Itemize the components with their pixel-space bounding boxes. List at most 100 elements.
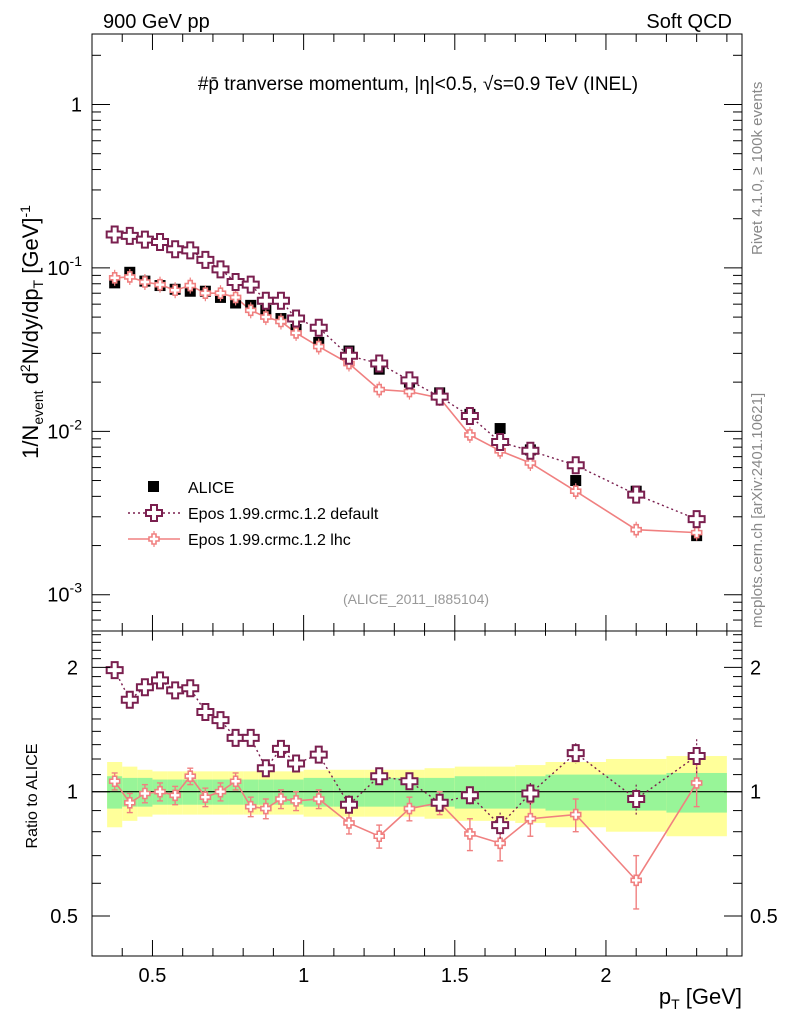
lhc-data-point <box>199 287 212 300</box>
legend: ALICE Epos 1.99.crmc.1.2 default Epos 1.99… <box>128 480 379 549</box>
main-y-axis-label: 1/Nevent d2N/dy/dpT [GeV]-1 <box>17 205 46 459</box>
default-data-point <box>181 241 200 260</box>
mcplots-label: mcplots.cern.ch [arXiv:2401.10621] <box>749 393 766 628</box>
ratio-default-point <box>166 681 185 700</box>
lhc-data-point <box>184 279 197 292</box>
ratio-default-point <box>196 702 215 721</box>
legend-lhc-marker <box>148 533 160 545</box>
lhc-data-point <box>524 457 537 469</box>
ratio-default-point <box>460 786 479 805</box>
ratio-lhc-point <box>464 828 476 840</box>
lhc-data-point <box>139 276 151 288</box>
ratio-default-line <box>114 669 698 827</box>
default-data-point <box>287 309 306 328</box>
main-y-tick-label: 10-1 <box>47 253 82 280</box>
default-data-point <box>566 456 585 475</box>
default-data-point <box>339 346 358 365</box>
lhc-data-point <box>229 291 242 304</box>
ratio-lhc-point <box>139 787 151 800</box>
lhc-data-point <box>169 284 181 297</box>
ratio-y-tick-label-right: 2 <box>750 657 761 679</box>
main-y-tick-label: 10-2 <box>47 416 82 443</box>
default-data-point <box>226 272 245 291</box>
ratio-default-point <box>566 744 585 763</box>
legend-label: Epos 1.99.crmc.1.2 default <box>188 506 379 523</box>
ratio-default-point <box>430 793 449 812</box>
ratio-default-point <box>627 790 646 809</box>
lhc-data-point <box>244 304 257 317</box>
default-data-point <box>271 291 290 310</box>
default-data-point <box>627 485 646 504</box>
lhc-data-point <box>312 340 325 353</box>
legend-alice-marker <box>148 481 159 492</box>
legend-default-marker <box>145 504 163 522</box>
ratio-lhc-point <box>229 775 242 788</box>
default-data-point <box>400 371 419 390</box>
ratio-lhc-point <box>290 795 302 807</box>
lhc-data-point <box>290 327 302 339</box>
default-data-point <box>135 230 154 249</box>
ratio-lhc-point <box>630 874 642 887</box>
legend-label: ALICE <box>188 480 234 497</box>
ratio-default-point <box>339 795 358 814</box>
lhc-data-point <box>630 523 642 536</box>
ratio-lhc-point <box>403 802 416 815</box>
ratio-lhc-point <box>373 830 386 843</box>
default-data-point <box>491 433 510 452</box>
lhc-data-point <box>690 526 703 539</box>
default-data-point <box>687 510 706 529</box>
default-data-point <box>521 441 540 460</box>
ratio-default-point <box>370 767 389 786</box>
ratio-default-point <box>135 678 154 697</box>
ratio-default-point <box>120 690 139 709</box>
default-data-point <box>105 225 124 244</box>
default-data-point <box>241 275 260 294</box>
ratio-lhc-point <box>494 837 506 850</box>
default-data-point <box>120 226 139 245</box>
ratio-lhc-point <box>524 812 537 825</box>
alice-data-point <box>570 475 582 487</box>
main-y-tick-label: 10-3 <box>47 580 82 607</box>
lhc-data-point <box>260 311 272 323</box>
ratio-default-point <box>400 772 419 791</box>
ratio-y-tick-label-right: 0.5 <box>750 906 778 928</box>
header-left: 900 GeV pp <box>103 11 210 33</box>
ratio-y-tick-label-right: 1 <box>750 782 761 804</box>
alice-data-point <box>494 423 506 435</box>
default-data-point <box>430 387 449 406</box>
rivet-version-label: Rivet 4.1.0, ≥ 100k events <box>749 82 766 255</box>
ratio-default-point <box>287 754 306 773</box>
plot-title: #p̄ tranverse momentum, |η|<0.5, √s=0.9 … <box>198 74 638 95</box>
ratio-default-point <box>211 711 230 730</box>
ratio-default-point <box>491 816 510 835</box>
ratio-lhc-point <box>169 789 181 802</box>
ratio-y-tick-label: 1 <box>67 782 78 804</box>
ratio-lhc-point <box>343 817 355 829</box>
header-right: Soft QCD <box>646 11 732 33</box>
ratio-default-point <box>256 759 275 778</box>
ratio-y-axis-label: Ratio to ALICE <box>24 744 41 849</box>
lhc-data-point <box>108 271 121 284</box>
ratio-lhc-point <box>184 770 197 783</box>
default-data-point <box>256 291 275 310</box>
default-data-point <box>166 240 185 259</box>
default-data-point <box>196 250 215 269</box>
default-data-point <box>151 233 170 252</box>
ratio-band-inner <box>485 776 516 809</box>
ratio-default-point <box>151 671 170 690</box>
x-tick-label: 1 <box>298 965 309 987</box>
ratio-lhc-point <box>275 793 287 805</box>
ratio-lhc-point <box>244 800 257 813</box>
main-axes: 10-3 10-2 10-1 1 <box>47 34 742 632</box>
ratio-series-group <box>105 661 706 910</box>
lhc-data-point <box>373 383 386 396</box>
analysis-id: (ALICE_2011_I885104) <box>343 591 489 607</box>
lhc-data-point <box>214 287 227 300</box>
ratio-lhc-point <box>108 775 121 788</box>
ratio-band-inner <box>107 776 123 809</box>
ratio-lhc-point <box>199 791 212 803</box>
ratio-default-point <box>521 784 540 803</box>
ratio-axes: 0.5 1 1.5 2 0.5 0.5 1 1 2 2 <box>50 631 778 987</box>
default-data-point <box>370 354 389 373</box>
default-data-point <box>211 260 230 279</box>
